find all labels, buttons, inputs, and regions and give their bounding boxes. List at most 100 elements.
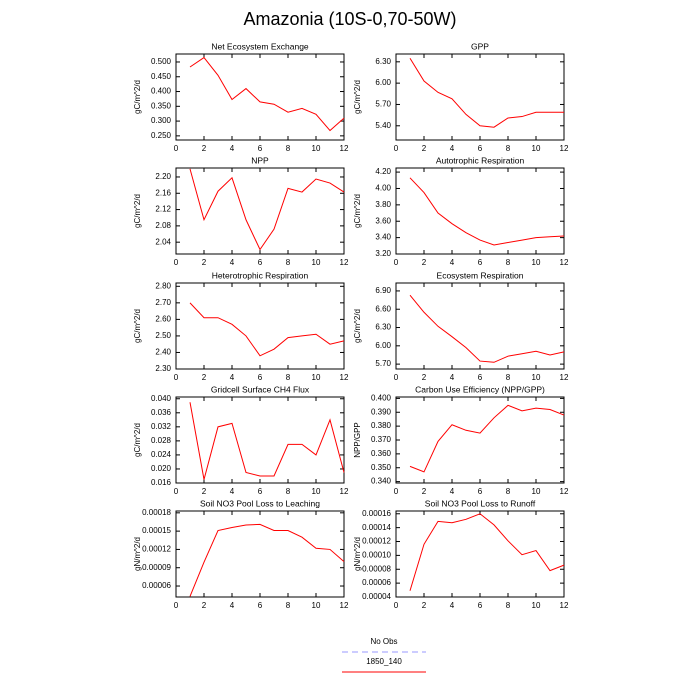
y-tick-label: 0.032 <box>151 422 172 431</box>
y-tick-label: 2.60 <box>155 314 171 323</box>
panel-title: Ecosystem Respiration <box>437 270 524 280</box>
x-tick-label: 6 <box>258 144 263 153</box>
y-tick-label: 0.00016 <box>362 509 391 518</box>
data-line <box>409 177 565 246</box>
x-tick-label: 2 <box>202 373 207 382</box>
x-tick-label: 12 <box>560 258 569 267</box>
x-tick-label: 10 <box>532 373 541 382</box>
y-tick-label: 6.30 <box>375 323 391 332</box>
x-tick-label: 0 <box>394 601 399 610</box>
x-tick-label: 0 <box>394 258 399 267</box>
y-axis-label: gN/m^2/d <box>353 537 362 571</box>
x-tick-label: 10 <box>312 487 321 496</box>
y-tick-label: 0.00012 <box>142 545 171 554</box>
panel-title: Net Ecosystem Exchange <box>211 41 309 51</box>
y-tick-label: 0.300 <box>151 116 172 125</box>
x-tick-label: 0 <box>174 601 179 610</box>
y-axis-label: gN/m^2/d <box>133 537 142 571</box>
y-axis-label: NPP/GPP <box>353 422 362 458</box>
x-tick-label: 12 <box>340 373 349 382</box>
y-axis-label: gC/m^2/d <box>133 309 142 343</box>
y-tick-label: 0.036 <box>151 408 172 417</box>
x-tick-label: 0 <box>394 487 399 496</box>
y-tick-label: 2.80 <box>155 281 171 290</box>
y-tick-label: 6.90 <box>375 286 391 295</box>
x-tick-label: 6 <box>478 373 483 382</box>
panel-title: Heterotrophic Respiration <box>212 270 309 280</box>
x-tick-label: 6 <box>478 144 483 153</box>
x-tick-label: 8 <box>286 601 291 610</box>
y-tick-label: 0.350 <box>151 101 172 110</box>
y-tick-label: 2.30 <box>155 364 171 373</box>
y-axis-label: gC/m^2/d <box>353 309 362 343</box>
y-tick-label: 2.12 <box>155 205 171 214</box>
y-tick-label: 0.00008 <box>362 564 391 573</box>
x-tick-label: 2 <box>422 601 427 610</box>
y-axis-label: gC/m^2/d <box>133 80 142 114</box>
panel-title: GPP <box>471 41 489 51</box>
y-tick-label: 0.450 <box>151 72 172 81</box>
x-tick-label: 10 <box>312 373 321 382</box>
panel-title: Gridcell Surface CH4 Flux <box>211 384 310 394</box>
y-tick-label: 0.400 <box>371 393 392 402</box>
x-tick-label: 12 <box>340 258 349 267</box>
data-line <box>189 168 345 251</box>
y-tick-label: 2.40 <box>155 348 171 357</box>
y-tick-label: 0.360 <box>371 449 392 458</box>
y-tick-label: 2.20 <box>155 172 171 181</box>
x-tick-label: 4 <box>230 373 235 382</box>
y-tick-label: 0.00006 <box>362 578 391 587</box>
data-line <box>409 404 565 473</box>
x-tick-label: 2 <box>202 144 207 153</box>
panel-title: Carbon Use Efficiency (NPP/GPP) <box>415 384 545 394</box>
x-tick-label: 0 <box>394 144 399 153</box>
y-tick-label: 0.00004 <box>362 592 391 601</box>
x-tick-label: 12 <box>560 144 569 153</box>
x-tick-label: 12 <box>340 144 349 153</box>
y-tick-label: 5.70 <box>375 359 391 368</box>
y-tick-label: 0.340 <box>371 477 392 486</box>
data-line <box>189 523 345 597</box>
y-tick-label: 3.80 <box>375 200 391 209</box>
data-line <box>409 513 565 591</box>
y-tick-label: 4.20 <box>375 167 391 176</box>
x-tick-label: 8 <box>286 258 291 267</box>
x-tick-label: 8 <box>286 373 291 382</box>
y-tick-label: 0.500 <box>151 57 172 66</box>
x-tick-label: 12 <box>340 601 349 610</box>
y-tick-label: 0.350 <box>371 463 392 472</box>
x-tick-label: 4 <box>230 487 235 496</box>
y-tick-label: 5.40 <box>375 121 391 130</box>
y-tick-label: 2.50 <box>155 331 171 340</box>
y-tick-label: 0.028 <box>151 436 172 445</box>
x-tick-label: 2 <box>202 487 207 496</box>
x-tick-label: 2 <box>202 601 207 610</box>
y-axis-label: gC/m^2/d <box>353 194 362 228</box>
data-line <box>409 294 565 363</box>
y-tick-label: 0.400 <box>151 87 172 96</box>
x-tick-label: 6 <box>258 258 263 267</box>
y-tick-label: 0.390 <box>371 407 392 416</box>
y-tick-label: 6.00 <box>375 341 391 350</box>
y-tick-label: 0.00009 <box>142 563 171 572</box>
x-tick-label: 2 <box>422 373 427 382</box>
x-tick-label: 8 <box>506 258 511 267</box>
y-tick-label: 0.370 <box>371 435 392 444</box>
y-tick-label: 6.60 <box>375 304 391 313</box>
y-tick-label: 4.00 <box>375 184 391 193</box>
y-axis-label: gC/m^2/d <box>353 80 362 114</box>
x-tick-label: 10 <box>312 144 321 153</box>
x-tick-label: 8 <box>506 144 511 153</box>
x-tick-label: 12 <box>560 487 569 496</box>
legend-label: 1850_140 <box>366 657 402 666</box>
x-tick-label: 4 <box>450 258 455 267</box>
x-tick-label: 10 <box>312 258 321 267</box>
x-tick-label: 0 <box>394 373 399 382</box>
x-tick-label: 8 <box>286 144 291 153</box>
x-tick-label: 2 <box>422 144 427 153</box>
x-tick-label: 6 <box>258 487 263 496</box>
x-tick-label: 10 <box>532 144 541 153</box>
x-tick-label: 6 <box>258 601 263 610</box>
x-tick-label: 4 <box>450 373 455 382</box>
